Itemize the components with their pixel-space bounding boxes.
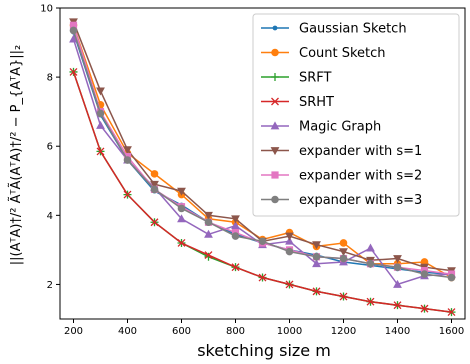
x-axis-label: sketching size m — [197, 341, 331, 360]
data-point — [340, 255, 348, 263]
legend-label: expander with s=3 — [299, 193, 422, 208]
x-tick-label: 1000 — [277, 326, 302, 337]
data-point — [205, 218, 213, 226]
y-tick-label: 4 — [47, 211, 53, 222]
legend-marker — [271, 171, 278, 178]
data-point — [286, 248, 294, 256]
legend-marker — [271, 49, 279, 57]
x-tick-label: 800 — [226, 326, 245, 337]
data-point — [366, 244, 375, 252]
data-point — [394, 263, 402, 271]
x-tick-label: 1400 — [385, 326, 410, 337]
x-tick-label: 1200 — [331, 326, 356, 337]
legend-label: SRHT — [299, 95, 334, 110]
x-tick-label: 200 — [64, 326, 83, 337]
legend-marker — [271, 196, 279, 204]
legend: Gaussian Sketch Count Sketch SRFT SRHT Magic… — [253, 14, 459, 216]
legend-label: Count Sketch — [299, 46, 386, 61]
legend-marker — [273, 26, 278, 31]
data-point — [151, 170, 159, 178]
y-axis-label: ||(AᵀA)†/² ÃᵀÃ(AᵀA)†/² − P_{AᵀA}||₂ — [8, 45, 24, 266]
data-point — [448, 274, 456, 282]
legend-label: SRFT — [299, 71, 332, 86]
legend-label: expander with s=1 — [299, 144, 422, 159]
data-point — [97, 110, 105, 118]
x-tick-label: 1600 — [439, 326, 464, 337]
data-point — [178, 205, 186, 213]
data-point — [367, 260, 375, 268]
data-point — [259, 237, 267, 245]
legend-label: expander with s=2 — [299, 169, 422, 184]
legend-label: Magic Graph — [299, 120, 381, 135]
data-point — [96, 121, 105, 129]
data-point — [70, 27, 78, 35]
x-tick-label: 600 — [172, 326, 191, 337]
y-tick-label: 6 — [47, 142, 53, 153]
legend-label: Gaussian Sketch — [299, 22, 407, 37]
data-point — [313, 253, 321, 261]
data-point — [151, 186, 159, 194]
data-point — [124, 156, 132, 164]
x-tick-label: 400 — [118, 326, 137, 337]
legend-box — [253, 14, 459, 216]
data-point — [340, 239, 348, 247]
y-tick-label: 8 — [47, 73, 53, 84]
y-tick-label: 2 — [47, 280, 53, 291]
data-point — [232, 232, 240, 240]
y-tick-label: 10 — [40, 4, 53, 15]
data-point — [421, 270, 429, 278]
